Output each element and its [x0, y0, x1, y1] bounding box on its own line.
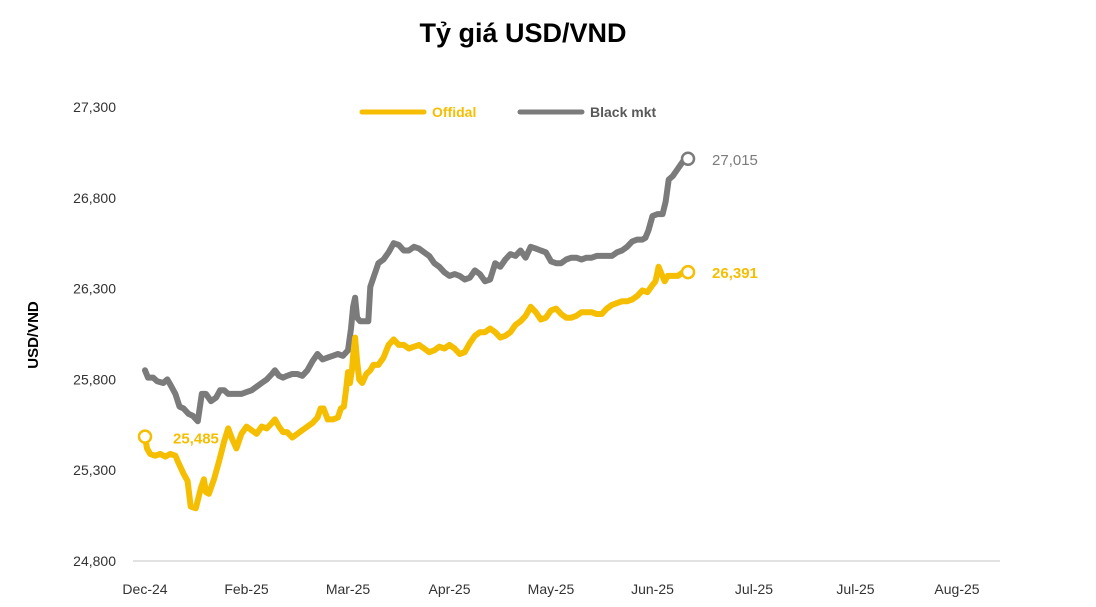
y-tick-label: 25,300 [73, 462, 116, 478]
chart-title: Tỷ giá USD/VND [419, 18, 627, 48]
start-label-0: 25,485 [173, 431, 219, 448]
x-tick-label: Dec-24 [122, 581, 167, 597]
x-tick-label: May-25 [528, 581, 575, 597]
end-labels: 26,391 25,485 27,015 [137, 151, 758, 448]
x-tick-label: Apr-25 [428, 581, 470, 597]
start-marker-0 [137, 429, 153, 444]
x-tick-label: Jul-25 [735, 581, 773, 597]
x-tick-label: Mar-25 [326, 581, 371, 597]
series-line-official [142, 263, 691, 512]
end-marker-0 [680, 264, 696, 280]
y-axis-ticks: 24,800 25,300 25,800 26,300 26,800 27,300 [73, 99, 116, 569]
legend-label-0: Offidal [432, 104, 476, 120]
y-tick-label: 24,800 [73, 553, 116, 569]
y-tick-label: 26,800 [73, 190, 116, 206]
x-tick-label: Jun-25 [631, 581, 674, 597]
y-tick-label: 25,800 [73, 371, 116, 387]
end-label-1: 27,015 [712, 152, 758, 169]
y-axis-label: USD/VND [25, 301, 42, 369]
x-tick-label: Feb-25 [224, 581, 269, 597]
legend-label-1: Black mkt [590, 104, 656, 120]
x-tick-label: Jul-25 [836, 581, 874, 597]
end-label-0: 26,391 [712, 265, 758, 282]
series-line-black-market [142, 155, 691, 425]
y-tick-label: 27,300 [73, 99, 116, 115]
x-axis-ticks: Dec-24 Feb-25 Mar-25 Apr-25 May-25 Jun-25 Jul-… [122, 581, 979, 597]
legend: Offidal Black mkt [359, 104, 656, 120]
y-tick-label: 26,300 [73, 281, 116, 297]
x-tick-label: Aug-25 [934, 581, 979, 597]
series-group [142, 155, 691, 512]
end-marker-1 [680, 151, 696, 167]
